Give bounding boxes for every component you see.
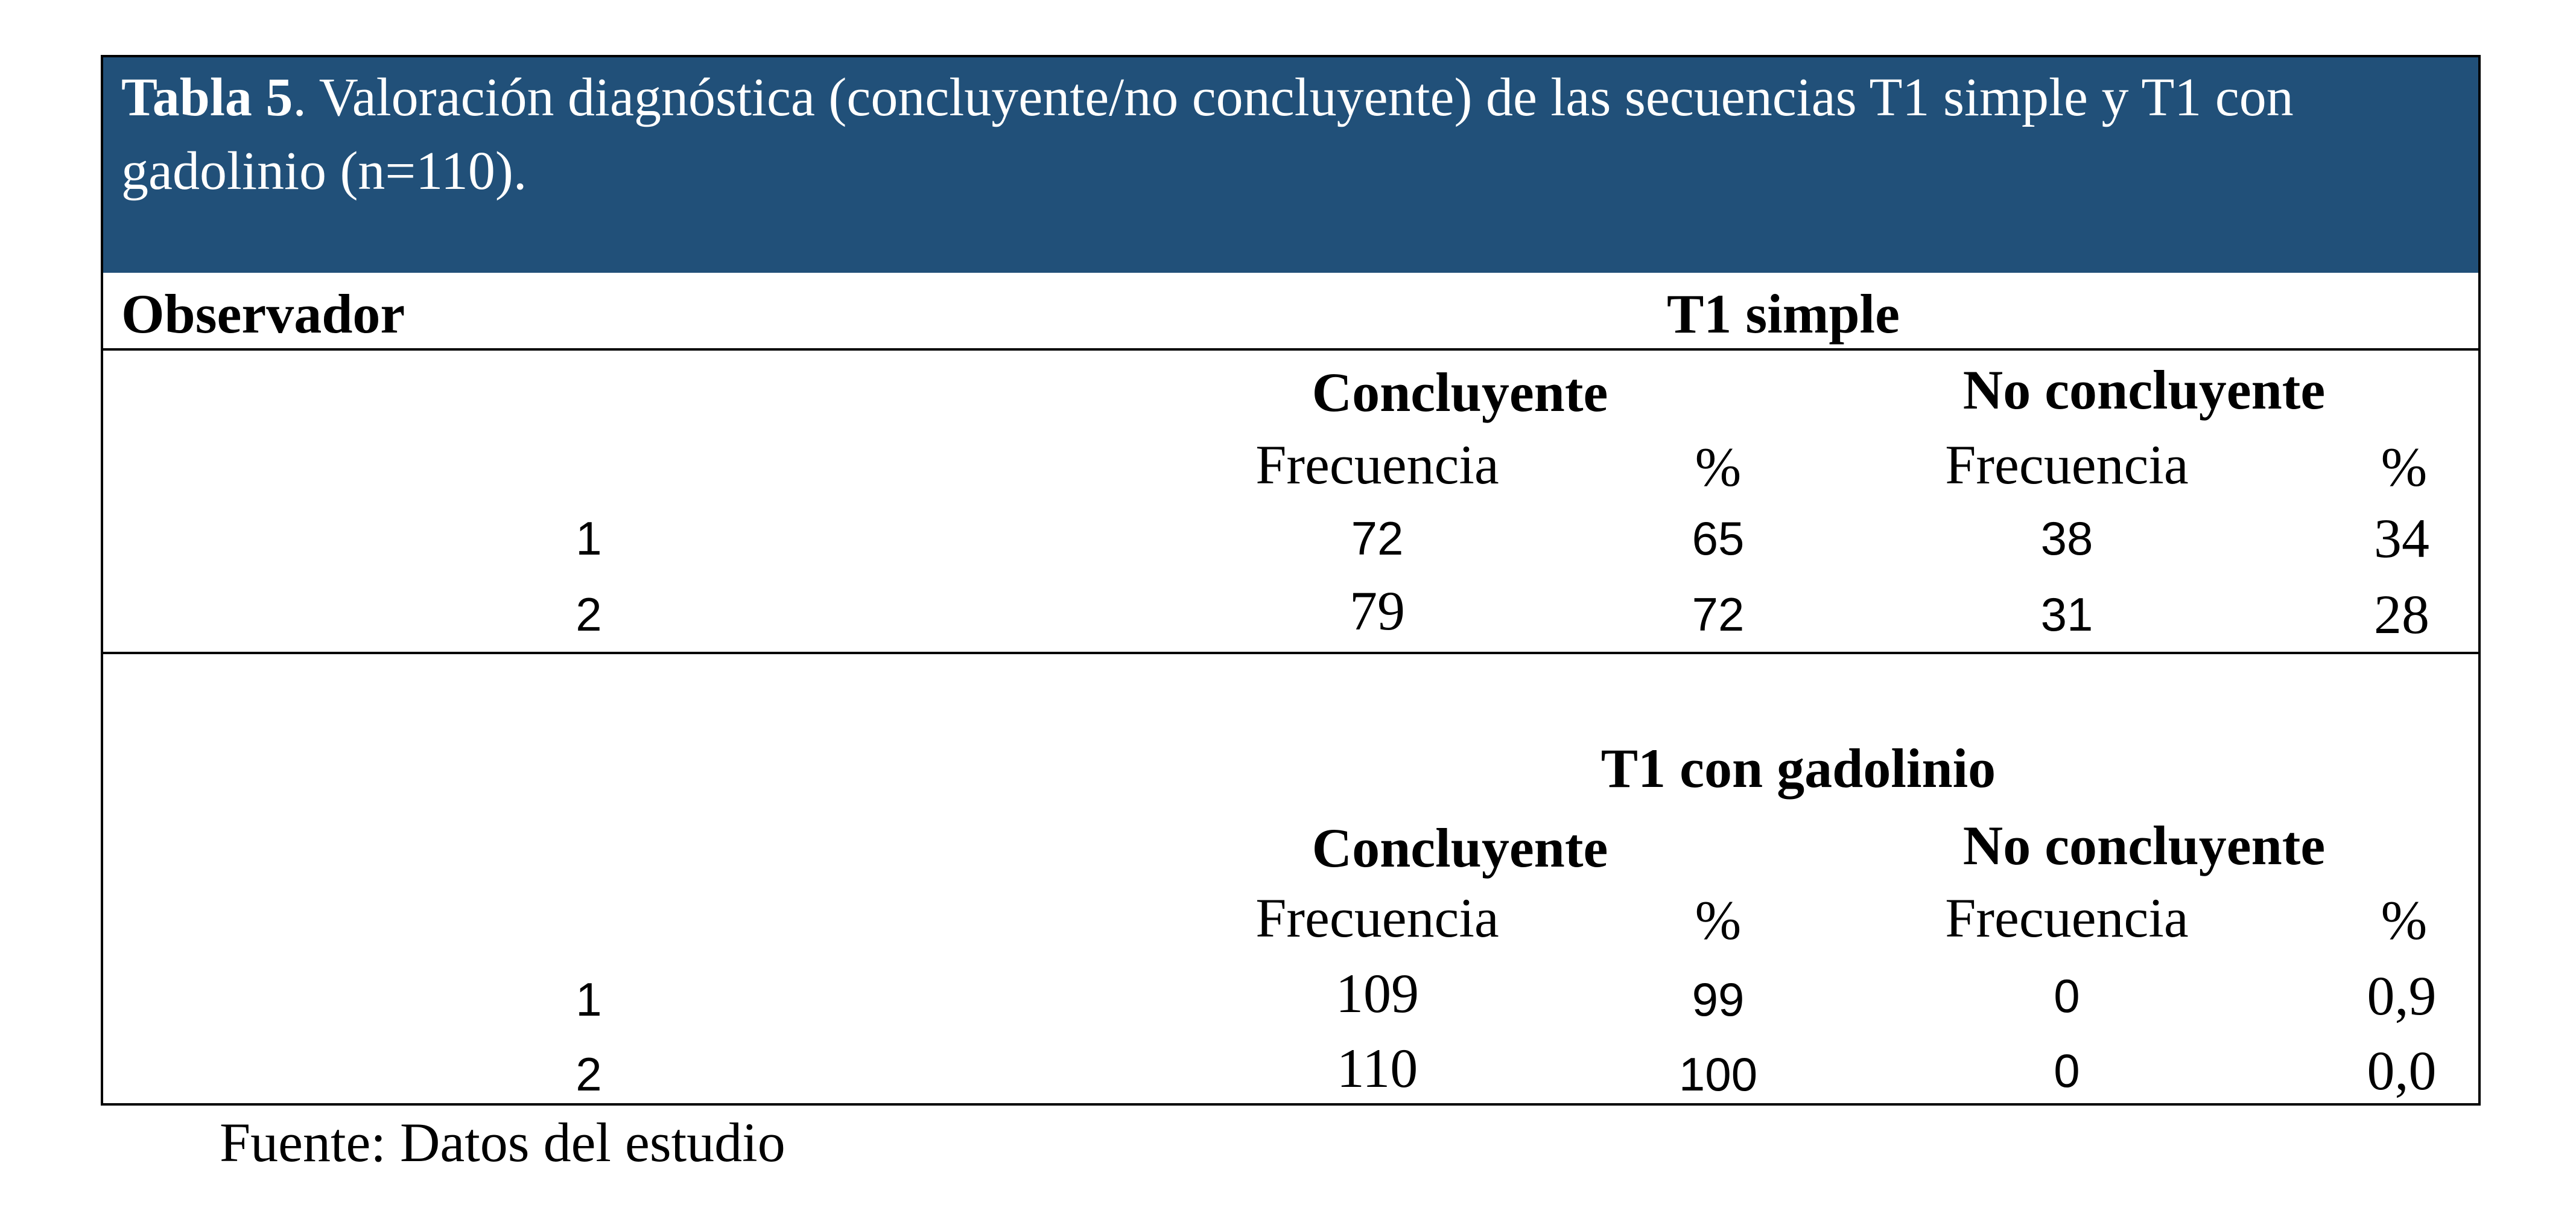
- column-label-frecuencia: Frecuencia: [1945, 887, 2189, 949]
- group-label-concluyente: Concluyente: [1312, 817, 1608, 879]
- table-caption: Tabla 5. Valoración diagnóstica (concluy…: [103, 57, 2478, 273]
- value-cell: 100: [1678, 1048, 1758, 1101]
- group-label-concluyente: Concluyente: [1312, 361, 1608, 423]
- observer-cell: 1: [576, 512, 602, 565]
- value-cell: 34: [2374, 508, 2429, 569]
- value-cell: 110: [1336, 1037, 1418, 1099]
- value-cell: 38: [2040, 512, 2093, 565]
- section-title-t1-simple: T1 simple: [1667, 283, 1900, 345]
- value-cell: 28: [2374, 584, 2429, 645]
- value-cell: 109: [1336, 963, 1419, 1024]
- caption-text: . Valoración diagnóstica (concluyente/no…: [121, 68, 2294, 201]
- value-cell: 72: [1692, 588, 1745, 641]
- column-label-frecuencia: Frecuencia: [1255, 434, 1499, 495]
- value-cell: 31: [2040, 588, 2093, 641]
- group-label-no-concluyente: No concluyente: [1962, 359, 2326, 421]
- column-label-frecuencia: Frecuencia: [1255, 887, 1499, 949]
- caption-label: Tabla 5: [121, 68, 293, 127]
- column-label-percent: %: [2381, 890, 2428, 951]
- value-cell: 65: [1692, 512, 1745, 565]
- column-label-frecuencia: Frecuencia: [1945, 434, 2189, 495]
- observer-cell: 2: [576, 1048, 602, 1101]
- header-divider: [103, 348, 2478, 351]
- value-cell: 0,9: [2367, 965, 2437, 1027]
- section-divider: [103, 652, 2478, 654]
- section-title-t1-con-gadolinio: T1 con gadolinio: [1600, 737, 1996, 799]
- value-cell: 0: [2054, 1044, 2080, 1097]
- value-cell: 72: [1351, 512, 1404, 565]
- column-label-percent: %: [1695, 436, 1742, 498]
- row-header-observador: Observador: [121, 283, 405, 345]
- value-cell: 0,0: [2367, 1040, 2437, 1101]
- observer-cell: 2: [576, 588, 602, 641]
- column-label-percent: %: [1695, 890, 1742, 951]
- value-cell: 99: [1692, 973, 1745, 1026]
- value-cell: 79: [1350, 580, 1405, 642]
- data-table: Tabla 5. Valoración diagnóstica (concluy…: [101, 55, 2481, 1106]
- observer-cell: 1: [576, 973, 602, 1026]
- column-label-percent: %: [2381, 436, 2428, 498]
- value-cell: 0: [2054, 969, 2080, 1022]
- source-note: Fuente: Datos del estudio: [220, 1112, 785, 1173]
- group-label-no-concluyente: No concluyente: [1962, 815, 2326, 876]
